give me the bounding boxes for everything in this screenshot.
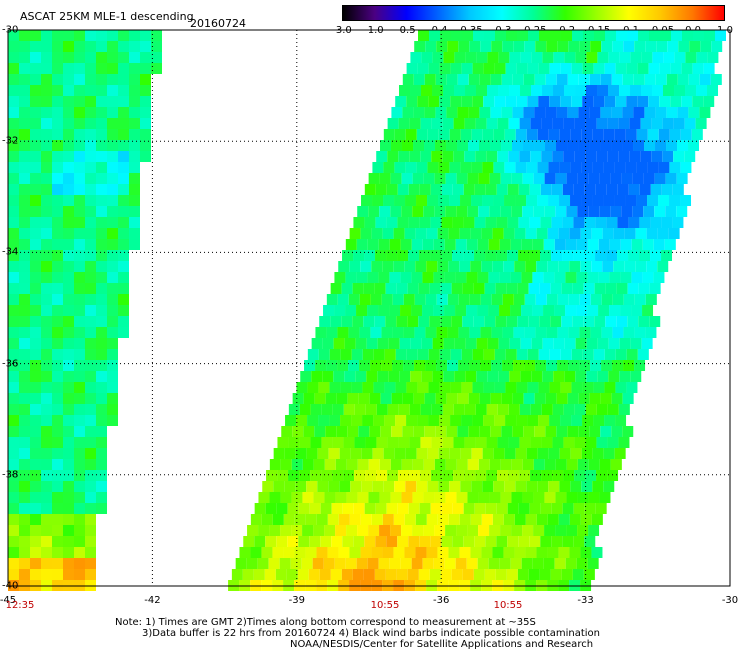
time-label: 10:55	[493, 600, 523, 611]
longitude-label: -30	[721, 595, 739, 606]
chart-date: 20160724	[190, 17, 246, 30]
longitude-label: -42	[144, 595, 161, 606]
latitude-label: -30	[2, 24, 19, 36]
right-swath	[228, 30, 726, 591]
longitude-label: -45	[0, 595, 17, 606]
longitude-label: -39	[288, 595, 305, 606]
colorbar-gradient	[343, 6, 724, 20]
time-label: 12:35	[5, 600, 35, 611]
time-label: 10:55	[370, 600, 400, 611]
note-line-3: NOAA/NESDIS/Center for Satellite Applica…	[290, 639, 594, 650]
longitude-label: -36	[433, 595, 450, 606]
note-line-2: 3)Data buffer is 22 hrs from 20160724 4)…	[142, 628, 600, 639]
latitude-label: -38	[2, 469, 19, 481]
latitude-label: -32	[2, 135, 19, 147]
longitude-label: -33	[577, 595, 594, 606]
latitude-label: -34	[2, 246, 19, 258]
latitude-label: -36	[2, 358, 19, 370]
note-line-1: Note: 1) Times are GMT 2)Times along bot…	[115, 617, 536, 628]
left-swath	[8, 30, 162, 591]
latitude-label: -40	[2, 580, 19, 592]
chart-title: ASCAT 25KM MLE-1 descending	[20, 10, 194, 23]
map-frame	[7, 29, 731, 587]
swath-map	[7, 29, 731, 591]
colorbar	[342, 5, 725, 21]
